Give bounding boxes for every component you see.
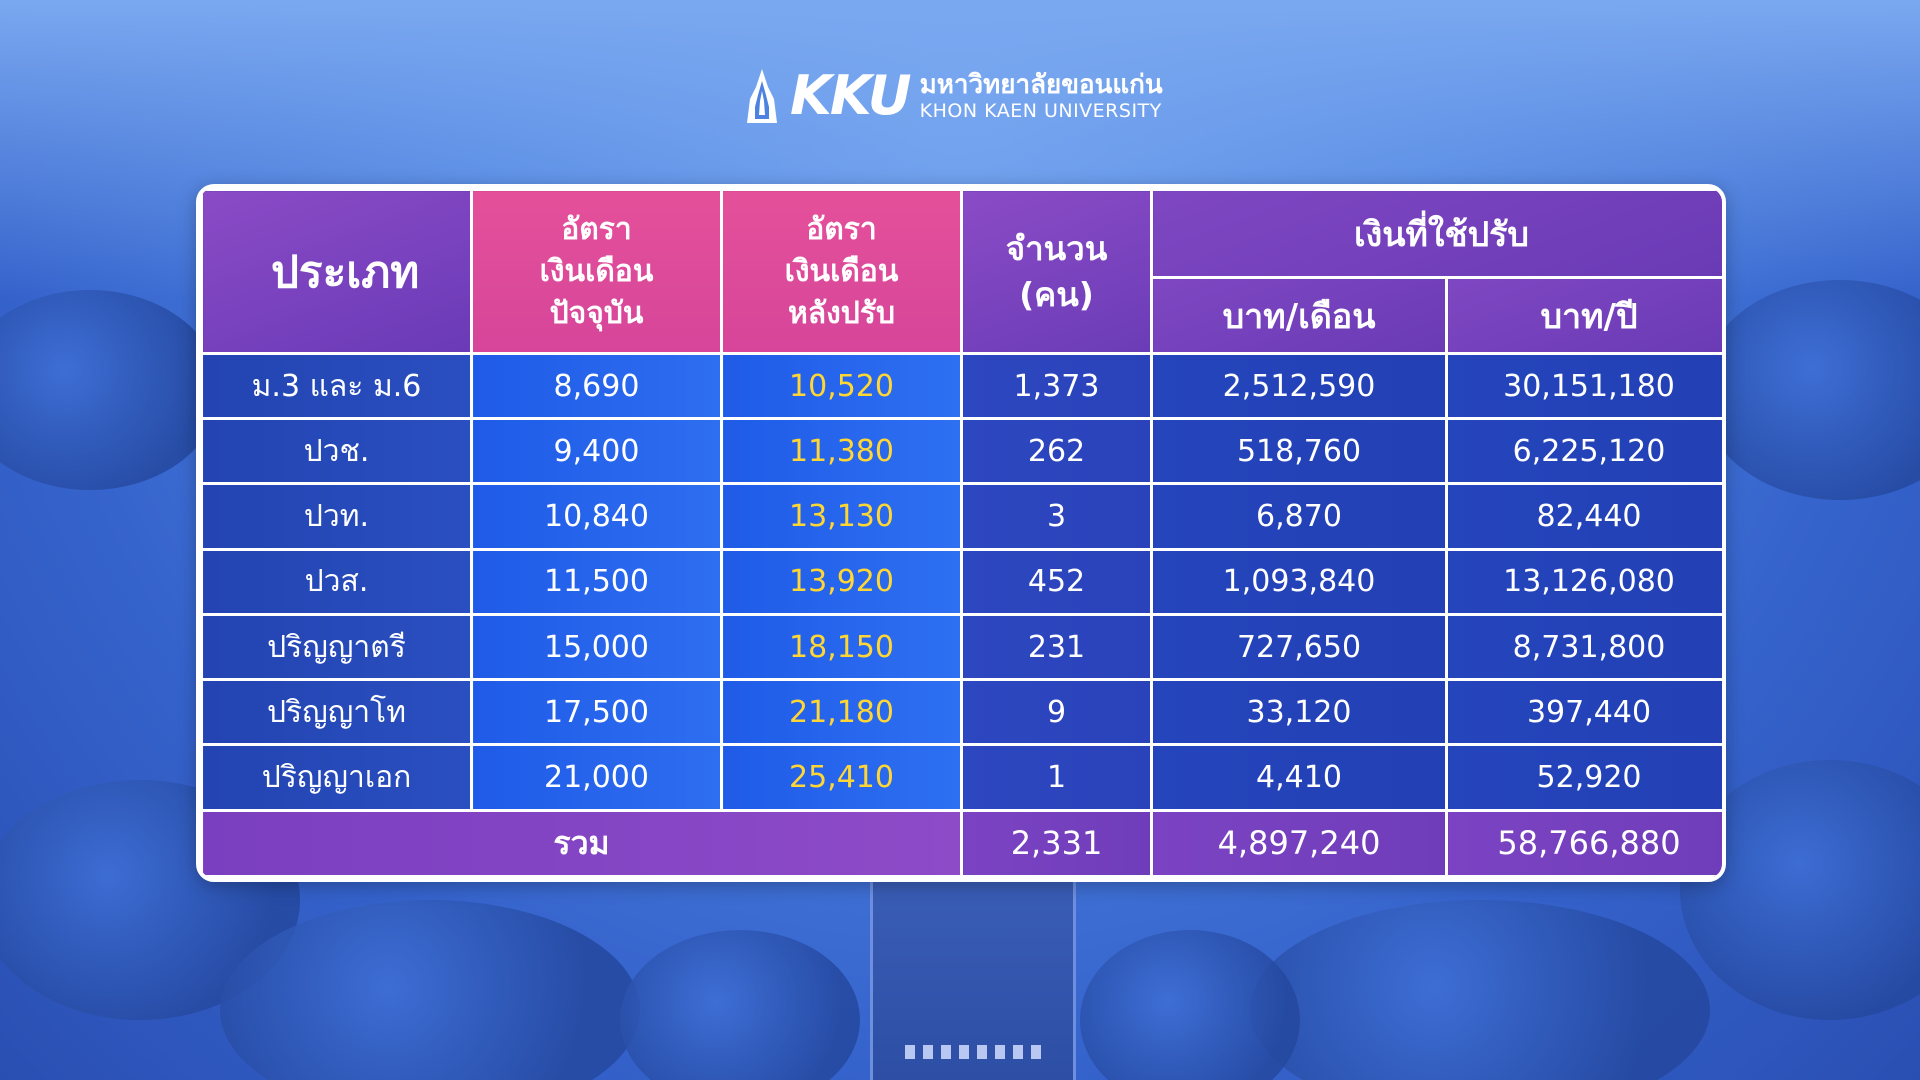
cell-type: ปริญญาเอก <box>200 743 473 812</box>
total-per-year: 58,766,880 <box>1444 808 1722 878</box>
tree-canopy <box>1250 900 1710 1080</box>
logo-text: มหาวิทยาลัยขอนแก่น KHON KAEN UNIVERSITY <box>920 70 1163 122</box>
university-name-en: KHON KAEN UNIVERSITY <box>919 100 1162 122</box>
cell-new-salary: 10,520 <box>720 351 963 421</box>
total-per-month: 4,897,240 <box>1150 808 1448 878</box>
header-per-month: บาท/เดือน <box>1150 276 1448 355</box>
cell-current-salary: 21,000 <box>470 743 723 812</box>
table-row: ปริญญาเอก 21,000 25,410 1 4,410 52,920 <box>200 743 1722 812</box>
table-row: ปริญญาตรี 15,000 18,150 231 727,650 8,73… <box>200 612 1722 682</box>
table-row: ปริญญาโท 17,500 21,180 9 33,120 397,440 <box>200 678 1722 747</box>
total-label: รวม <box>200 808 963 878</box>
cell-new-salary: 13,130 <box>720 482 963 551</box>
cell-count: 1,373 <box>960 351 1153 421</box>
university-name-th: มหาวิทยาลัยขอนแก่น <box>919 70 1163 100</box>
header-new-salary: อัตรา เงินเดือน หลังปรับ <box>720 188 963 355</box>
cell-per-month: 6,870 <box>1150 482 1448 551</box>
cell-per-year: 6,225,120 <box>1444 417 1722 486</box>
header-new-salary-line: เงินเดือน <box>784 253 899 289</box>
cell-per-year: 30,151,180 <box>1444 351 1722 421</box>
cell-per-year: 397,440 <box>1444 678 1722 747</box>
header-current-salary-line: เงินเดือน <box>539 253 654 289</box>
cell-new-salary: 11,380 <box>720 417 963 486</box>
total-row: รวม 2,331 4,897,240 58,766,880 <box>200 808 1722 878</box>
total-count: 2,331 <box>960 808 1153 878</box>
header-type: ประเภท <box>200 188 473 355</box>
header-count-line: จำนวน <box>1005 228 1108 268</box>
cell-per-month: 1,093,840 <box>1150 547 1448 616</box>
crosswalk <box>905 1045 1045 1059</box>
cell-new-salary: 13,920 <box>720 547 963 616</box>
cell-count: 9 <box>960 678 1153 747</box>
cell-new-salary: 25,410 <box>720 743 963 812</box>
header-current-salary-line: ปัจจุบัน <box>549 295 644 331</box>
cell-current-salary: 15,000 <box>470 612 723 682</box>
cell-type: ปวท. <box>200 482 473 551</box>
kku-emblem-icon <box>747 69 777 123</box>
cell-current-salary: 10,840 <box>470 482 723 551</box>
cell-type: ม.3 และ ม.6 <box>200 351 473 421</box>
header-new-salary-line: อัตรา <box>806 211 877 247</box>
tree-canopy <box>0 290 220 490</box>
cell-per-year: 8,731,800 <box>1444 612 1722 682</box>
cell-per-month: 2,512,590 <box>1150 351 1448 421</box>
tree-canopy <box>220 900 640 1080</box>
cell-current-salary: 11,500 <box>470 547 723 616</box>
header-count-line: (คน) <box>1019 274 1094 314</box>
header-current-salary: อัตรา เงินเดือน ปัจจุบัน <box>470 188 723 355</box>
table-row: ปวส. 11,500 13,920 452 1,093,840 13,126,… <box>200 547 1722 616</box>
cell-per-year: 82,440 <box>1444 482 1722 551</box>
cell-type: ปวช. <box>200 417 473 486</box>
cell-type: ปริญญาโท <box>200 678 473 747</box>
tree-canopy <box>620 930 860 1080</box>
cell-current-salary: 9,400 <box>470 417 723 486</box>
header-adjust-money: เงินที่ใช้ปรับ <box>1149 188 1722 279</box>
cell-per-month: 727,650 <box>1150 612 1448 682</box>
cell-per-month: 518,760 <box>1150 417 1448 486</box>
cell-new-salary: 18,150 <box>720 612 963 682</box>
logo-mark: KKU <box>790 64 912 127</box>
cell-per-month: 33,120 <box>1150 678 1448 747</box>
tree-canopy <box>1080 930 1300 1080</box>
salary-table: ประเภท อัตรา เงินเดือน ปัจจุบัน อัตรา เง… <box>200 188 1722 878</box>
table-row: ปวท. 10,840 13,130 3 6,870 82,440 <box>200 482 1722 551</box>
header-current-salary-line: อัตรา <box>561 211 632 247</box>
header-new-salary-line: หลังปรับ <box>787 295 895 331</box>
cell-count: 3 <box>960 482 1153 551</box>
tree-canopy <box>1700 280 1920 500</box>
salary-adjustment-table: ประเภท อัตรา เงินเดือน ปัจจุบัน อัตรา เง… <box>196 184 1726 882</box>
cell-type: ปริญญาตรี <box>200 612 473 682</box>
cell-count: 452 <box>960 547 1153 616</box>
table-row: ม.3 และ ม.6 8,690 10,520 1,373 2,512,590… <box>200 351 1722 421</box>
cell-current-salary: 17,500 <box>470 678 723 747</box>
cell-per-month: 4,410 <box>1150 743 1448 812</box>
cell-count: 1 <box>960 743 1153 812</box>
cell-per-year: 52,920 <box>1444 743 1722 812</box>
cell-per-year: 13,126,080 <box>1444 547 1722 616</box>
header-per-year: บาท/ปี <box>1444 276 1722 355</box>
cell-count: 231 <box>960 612 1153 682</box>
cell-new-salary: 21,180 <box>720 678 963 747</box>
kku-logo: KKU มหาวิทยาลัยขอนแก่น KHON KAEN UNIVERS… <box>744 66 1163 126</box>
cell-count: 262 <box>960 417 1153 486</box>
cell-current-salary: 8,690 <box>470 351 723 421</box>
table-row: ปวช. 9,400 11,380 262 518,760 6,225,120 <box>200 417 1722 486</box>
header-count: จำนวน (คน) <box>960 188 1153 355</box>
cell-type: ปวส. <box>200 547 473 616</box>
